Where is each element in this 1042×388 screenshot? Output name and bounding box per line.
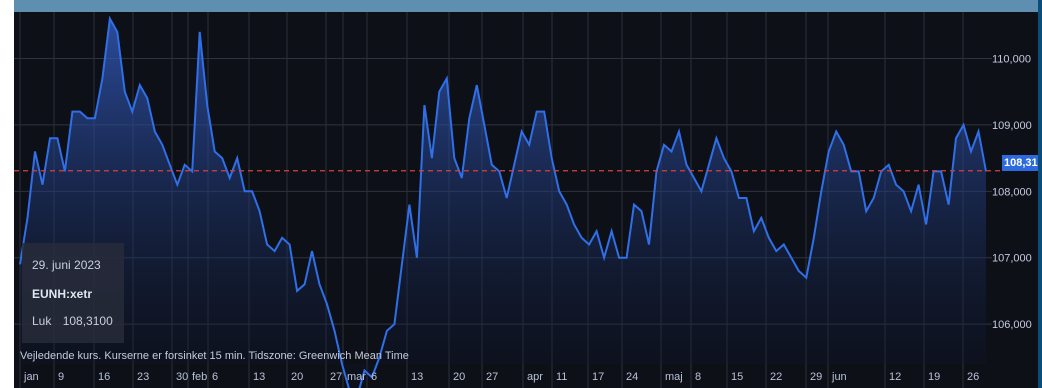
x-tick-label: 29 [810, 371, 822, 383]
x-tick-label: 27 [486, 371, 498, 383]
x-tick-label: 23 [137, 371, 149, 383]
price-chart[interactable]: 106,000 107,000 108,000 109,000 110,000 jan 9… [14, 12, 1038, 388]
x-tick-label: 13 [411, 371, 423, 383]
window-top-bar [14, 0, 1042, 12]
x-tick-label: 22 [770, 371, 782, 383]
x-tick-label: 8 [695, 371, 701, 383]
x-tick-label: 30 [176, 371, 188, 383]
x-tick-label: apr [527, 371, 543, 383]
y-tick-label: 107,000 [992, 253, 1032, 265]
delay-notice: Vejledende kurs. Kurserne er forsinket 1… [20, 350, 409, 362]
x-axis: jan 9 16 23 30 feb 6 13 20 27 mar 6 13 20 27 apr 11 17 24 m… [23, 371, 979, 383]
price-area [20, 18, 986, 388]
last-price-badge: 108,310 [1002, 155, 1042, 171]
price-line [19, 15, 987, 388]
left-margin [0, 0, 14, 388]
window-right-edge [1038, 0, 1042, 388]
y-tick-label: 109,000 [992, 120, 1032, 132]
x-tick-label: 20 [291, 371, 303, 383]
y-tick-label: 106,000 [992, 319, 1032, 331]
x-tick-label: 6 [212, 371, 218, 383]
x-tick-label: 11 [556, 371, 567, 383]
x-tick-label: jan [23, 371, 39, 383]
x-tick-label: maj [665, 371, 683, 383]
tooltip-date: 29. juni 2023 [32, 258, 101, 272]
x-tick-label: 26 [967, 371, 979, 383]
x-tick-label: 19 [928, 371, 940, 383]
crosshair-tooltip: 29. juni 2023 EUNH:xetr Luk 108,3100 [22, 243, 124, 343]
x-tick-label: 13 [253, 371, 265, 383]
x-tick-label: jun [831, 371, 847, 383]
x-tick-label: mar [347, 371, 366, 383]
tooltip-close: Luk 108,3100 [32, 314, 113, 328]
x-tick-label: 6 [371, 371, 377, 383]
x-tick-label: 27 [330, 371, 342, 383]
x-tick-label: 24 [626, 371, 638, 383]
y-tick-label: 108,000 [992, 186, 1032, 198]
x-tick-label: 20 [453, 371, 465, 383]
x-tick-label: 9 [58, 371, 64, 383]
x-tick-label: 15 [731, 371, 743, 383]
x-tick-label: 17 [592, 371, 604, 383]
tooltip-close-label: Luk [32, 314, 52, 328]
x-tick-label: 16 [98, 371, 110, 383]
tooltip-symbol: EUNH:xetr [32, 287, 93, 301]
x-tick-label: 12 [889, 371, 901, 383]
tooltip-close-value: 108,3100 [62, 314, 113, 328]
x-tick-label: feb [192, 371, 207, 383]
y-axis: 106,000 107,000 108,000 109,000 110,000 [992, 53, 1032, 331]
y-tick-label: 110,000 [992, 53, 1031, 65]
